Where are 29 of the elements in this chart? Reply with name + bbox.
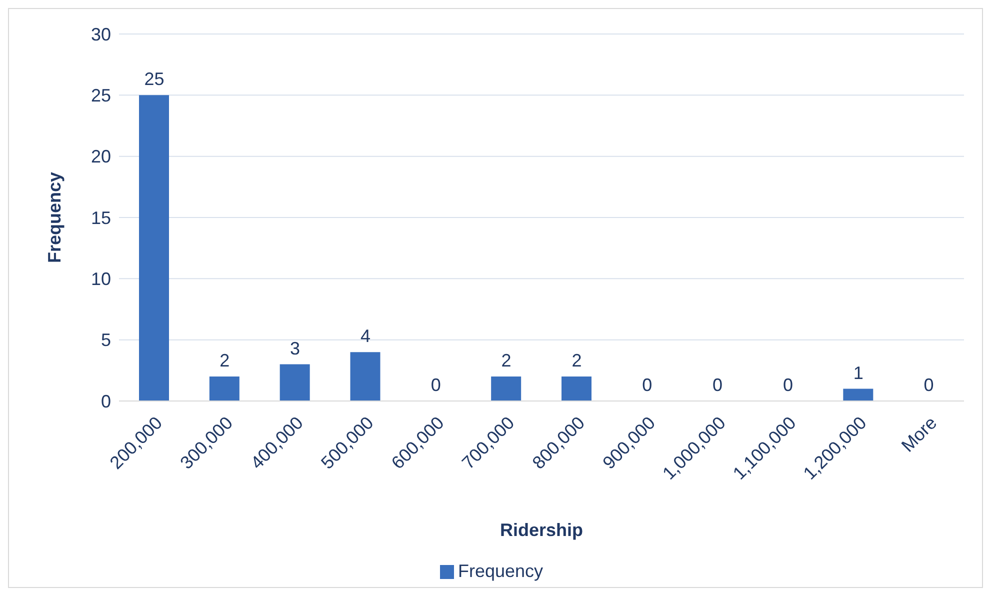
data-label: 2 bbox=[220, 350, 230, 371]
data-label: 0 bbox=[642, 375, 652, 395]
data-label: 0 bbox=[430, 375, 441, 395]
data-label: 2 bbox=[501, 350, 512, 371]
data-label: 0 bbox=[782, 375, 793, 395]
legend-label: Frequency bbox=[458, 561, 544, 581]
data-label: 1 bbox=[853, 362, 864, 383]
data-label: 3 bbox=[290, 338, 300, 358]
y-tick-label: 15 bbox=[90, 208, 111, 228]
data-label: 25 bbox=[144, 69, 164, 90]
bar bbox=[209, 376, 240, 401]
y-tick-label: 20 bbox=[90, 146, 111, 167]
data-label: 0 bbox=[712, 375, 723, 395]
bar bbox=[139, 95, 169, 401]
data-label: 0 bbox=[924, 375, 934, 395]
x-axis-title: Ridership bbox=[500, 520, 584, 540]
y-tick-label: 30 bbox=[90, 24, 111, 44]
bar bbox=[843, 388, 874, 401]
y-tick-label: 0 bbox=[100, 391, 111, 412]
bar bbox=[562, 376, 592, 401]
bar bbox=[491, 376, 522, 401]
y-tick-label: 10 bbox=[90, 269, 111, 290]
data-label: 2 bbox=[572, 350, 582, 371]
y-tick-label: 25 bbox=[90, 86, 111, 106]
bar bbox=[350, 352, 380, 401]
data-label: 4 bbox=[360, 326, 370, 346]
y-axis-title: Frequency bbox=[44, 172, 64, 264]
bar bbox=[280, 364, 310, 401]
y-tick-label: 5 bbox=[100, 330, 111, 350]
